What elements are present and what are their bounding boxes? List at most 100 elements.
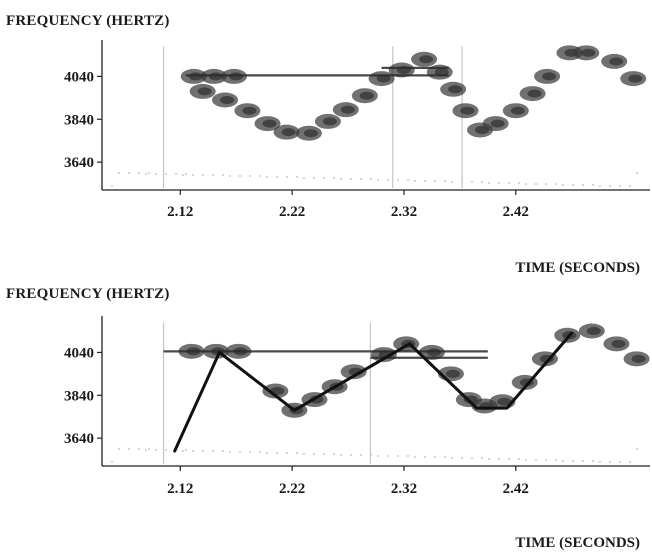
noise-speck (303, 453, 305, 455)
y-tick-label: 4040 (64, 345, 94, 361)
noise-speck (192, 174, 194, 176)
spectral-blob-core (497, 397, 512, 406)
noise-speck (572, 184, 574, 186)
noise-speck (340, 454, 342, 456)
noise-speck (434, 180, 436, 182)
noise-speck (128, 172, 130, 174)
spectral-blob-core (542, 72, 557, 81)
noise-speck (629, 185, 631, 187)
noise-speck (562, 184, 564, 186)
noise-speck (360, 454, 362, 456)
noise-speck (229, 175, 231, 177)
y-tick-label: 3840 (64, 388, 94, 404)
noise-speck (397, 455, 399, 457)
y-tick-label: 3640 (64, 155, 94, 171)
spectral-blob-core (281, 128, 296, 137)
noise-speck (582, 460, 584, 462)
noise-speck (609, 185, 611, 187)
noise-speck (434, 456, 436, 458)
noise-speck (471, 457, 473, 459)
noise-speck (636, 172, 638, 174)
noise-speck (155, 173, 157, 175)
spectral-blob-core (419, 55, 434, 64)
noise-speck (259, 175, 261, 177)
spectral-blob-core (242, 106, 257, 115)
noise-speck (303, 177, 305, 179)
noise-speck (599, 185, 601, 187)
noise-speck (592, 184, 594, 186)
x-tick-label: 2.32 (391, 204, 417, 220)
spectral-blob-core (631, 354, 646, 363)
noise-speck (508, 182, 510, 184)
noise-speck (313, 453, 315, 455)
noise-speck (471, 181, 473, 183)
noise-speck (212, 174, 214, 176)
noise-speck (414, 180, 416, 182)
noise-speck (451, 457, 453, 459)
noise-speck (118, 448, 120, 450)
spectral-blob-core (628, 74, 643, 83)
noise-speck (182, 174, 184, 176)
noise-speck (286, 452, 288, 454)
noise-speck (535, 183, 537, 185)
spectral-blob-core (376, 74, 391, 83)
noise-speck (525, 183, 527, 185)
noise-speck (424, 456, 426, 458)
noise-speck (461, 457, 463, 459)
spectral-blob-core (460, 106, 475, 115)
noise-speck (555, 183, 557, 185)
spectral-blob-core (434, 68, 449, 77)
x-tick-label: 2.12 (167, 481, 193, 497)
noise-speck (111, 461, 113, 463)
noise-speck (508, 458, 510, 460)
noise-speck (619, 185, 621, 187)
x-tick-label: 2.22 (279, 481, 305, 497)
noise-speck (222, 174, 224, 176)
noise-speck (360, 178, 362, 180)
noise-speck (276, 452, 278, 454)
noise-speck (609, 461, 611, 463)
noise-speck (138, 448, 140, 450)
noise-speck (118, 172, 120, 174)
y-axis-label: FREQUENCY (HERTZ) (6, 13, 170, 29)
noise-speck (333, 177, 335, 179)
noise-speck (488, 182, 490, 184)
y-axis-label: FREQUENCY (HERTZ) (6, 286, 170, 302)
spectral-blob-core (448, 85, 463, 94)
noise-speck (350, 178, 352, 180)
noise-speck (397, 179, 399, 181)
noise-speck (407, 455, 409, 457)
noise-speck (296, 452, 298, 454)
noise-speck (555, 459, 557, 461)
noise-speck (387, 455, 389, 457)
noise-speck (185, 449, 187, 451)
noise-speck (424, 180, 426, 182)
noise-speck (582, 184, 584, 186)
noise-speck (619, 461, 621, 463)
noise-speck (323, 453, 325, 455)
x-axis-label: TIME (SECONDS) (515, 535, 640, 551)
spectral-blob-core (611, 339, 626, 348)
spectral-blob-core (340, 105, 355, 114)
noise-speck (192, 450, 194, 452)
noise-speck (296, 176, 298, 178)
noise-speck (266, 452, 268, 454)
noise-speck (498, 182, 500, 184)
noise-speck (145, 173, 147, 175)
noise-speck (175, 173, 177, 175)
spectral-blob-core (581, 48, 596, 57)
spectral-blob-core (262, 119, 277, 128)
noise-speck (333, 453, 335, 455)
noise-speck (525, 459, 527, 461)
spectral-blob-core (309, 395, 324, 404)
spectral-blob-core (586, 327, 601, 335)
spectral-blob-core (527, 89, 542, 98)
spectral-blob-core (197, 87, 212, 96)
noise-speck (259, 451, 261, 453)
noise-speck (165, 173, 167, 175)
x-tick-label: 2.42 (503, 481, 529, 497)
noise-speck (444, 180, 446, 182)
spectral-blob-core (322, 117, 337, 126)
noise-speck (202, 174, 204, 176)
